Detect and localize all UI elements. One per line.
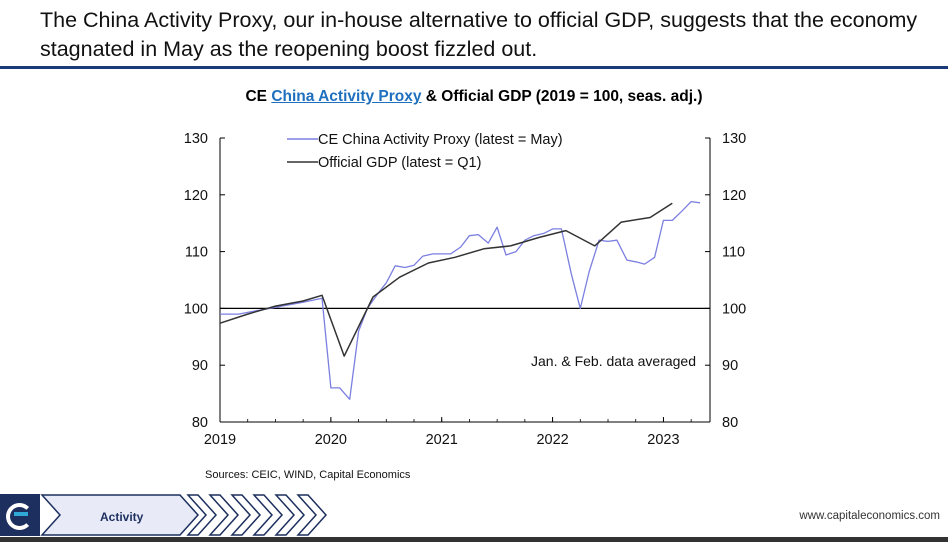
chevron-icon xyxy=(252,494,284,536)
source-note: Sources: CEIC, WIND, Capital Economics xyxy=(205,469,411,481)
website-link[interactable]: www.capitaleconomics.com xyxy=(799,510,940,522)
y-tick-labels-right: 80 90 100 110 120 130 xyxy=(722,131,746,431)
legend-label: CE China Activity Proxy (latest = May) xyxy=(318,132,563,148)
section-tab-shape xyxy=(40,494,200,536)
legend: CE China Activity Proxy (latest = May) Of… xyxy=(287,132,563,171)
x-tick-label: 2019 xyxy=(204,432,236,448)
logo[interactable] xyxy=(0,494,40,536)
chevron-icon xyxy=(208,494,240,536)
chart-title-suffix: & Official GDP (2019 = 100, seas. adj.) xyxy=(421,88,703,105)
x-tick-label: 2020 xyxy=(315,432,347,448)
chart-title-prefix: CE xyxy=(245,88,272,105)
section-label[interactable]: Activity xyxy=(100,510,144,524)
x-tick-labels: 2019 2020 2021 2022 2023 xyxy=(204,432,680,448)
y-tick-label-left: 90 xyxy=(192,358,208,374)
chevron-icon xyxy=(296,494,328,536)
x-tick-label: 2022 xyxy=(536,432,568,448)
y-tick-label-right: 90 xyxy=(722,358,738,374)
chevron-icon xyxy=(274,494,306,536)
section-tab[interactable] xyxy=(40,494,340,536)
ticks xyxy=(219,137,710,423)
y-tick-label-right: 100 xyxy=(722,301,746,317)
x-tick-label: 2023 xyxy=(647,432,679,448)
y-tick-label-left: 80 xyxy=(192,415,208,431)
y-tick-label-right: 120 xyxy=(722,188,746,204)
chevron-icon xyxy=(230,494,262,536)
series-line-official-gdp xyxy=(219,202,673,357)
chevron-icon xyxy=(186,494,218,536)
y-tick-label-right: 110 xyxy=(722,245,745,261)
chart-annotation: Jan. & Feb. data averaged xyxy=(531,353,696,369)
headline: The China Activity Proxy, our in-house a… xyxy=(40,8,918,61)
chart-title: CE China Activity Proxy & Official GDP (… xyxy=(0,88,948,106)
logo-ring-icon xyxy=(6,503,33,530)
logo-bar-icon xyxy=(14,512,28,516)
y-tick-label-left: 120 xyxy=(184,188,208,204)
y-tick-label-left: 100 xyxy=(184,301,208,317)
legend-label: Official GDP (latest = Q1) xyxy=(318,155,481,171)
plot-frame xyxy=(219,138,711,423)
y-tick-labels-left: 80 90 100 110 120 130 xyxy=(184,131,208,431)
header-divider xyxy=(0,66,948,69)
y-tick-label-right: 130 xyxy=(722,131,746,147)
chart-title-link[interactable]: China Activity Proxy xyxy=(271,88,422,105)
series-lines xyxy=(219,200,701,400)
x-tick-label: 2021 xyxy=(426,432,458,448)
footer-divider xyxy=(0,537,948,542)
y-tick-label-left: 130 xyxy=(184,131,208,147)
y-tick-label-left: 110 xyxy=(185,245,208,261)
y-tick-label-right: 80 xyxy=(722,415,738,431)
series-line-activity-proxy xyxy=(220,200,701,400)
